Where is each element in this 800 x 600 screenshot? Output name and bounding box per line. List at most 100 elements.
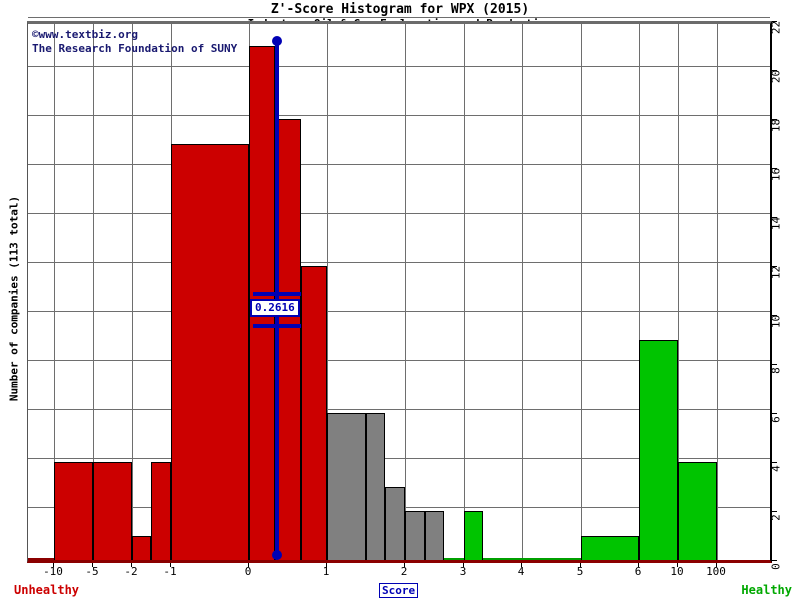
marker-bar-upper: [253, 292, 301, 296]
histogram-bar: [366, 413, 385, 560]
marker-line: [275, 41, 279, 555]
x-tick-label: -1: [163, 565, 177, 578]
gridline-vertical: [522, 24, 523, 560]
x-tick-label: -10: [43, 565, 63, 578]
histogram-bar: [171, 143, 249, 560]
y-tick-mark: [772, 462, 777, 463]
gridline-vertical: [678, 24, 679, 560]
gridline-vertical: [464, 24, 465, 560]
x-tick-label: 5: [576, 565, 584, 578]
gridline-horizontal: [28, 360, 770, 361]
histogram-bar: [425, 511, 444, 560]
histogram-bar: [132, 535, 151, 560]
x-axis-label: Score: [379, 583, 419, 598]
x-tick-label: 1: [322, 565, 330, 578]
y-tick-label: 4: [769, 465, 783, 472]
y-tick-mark: [772, 21, 777, 22]
x-tick-label: 3: [459, 565, 467, 578]
x-tick-mark: [92, 563, 93, 567]
histogram-bar: [301, 266, 327, 560]
gridline-vertical: [93, 24, 94, 560]
histogram-bar: [483, 558, 503, 560]
x-tick-mark: [53, 563, 54, 567]
chart-title: Z'-Score Histogram for WPX (2015): [270, 2, 530, 17]
y-tick-mark: [772, 70, 777, 71]
marker-dot-bottom: [272, 550, 282, 560]
gridline-horizontal: [28, 311, 770, 312]
histogram-bar: [28, 558, 54, 560]
y-tick-label: 12: [769, 265, 783, 280]
histogram-bar: [503, 558, 522, 560]
gridline-horizontal: [28, 17, 770, 18]
histogram-bar: [678, 462, 717, 560]
gridline-horizontal: [28, 409, 770, 410]
gridline-horizontal: [28, 213, 770, 214]
y-tick-mark: [772, 413, 777, 414]
gridline-horizontal: [28, 66, 770, 67]
watermark-line-1: ©www.textbiz.org: [32, 28, 138, 41]
gridline-horizontal: [28, 262, 770, 263]
gridline-vertical: [717, 24, 718, 560]
plot-area: 0.2616 ©www.textbiz.org The Research Fou…: [27, 17, 772, 563]
y-axis-label: Number of companies (113 total): [7, 195, 21, 402]
unhealthy-label: Unhealthy: [14, 583, 80, 597]
x-tick-mark: [463, 563, 464, 567]
y-tick-label: 10: [769, 314, 783, 329]
histogram-bar: [151, 462, 171, 560]
x-tick-label: 10: [670, 565, 684, 578]
marker-bar-lower: [253, 324, 301, 328]
x-tick-mark: [170, 563, 171, 567]
x-tick-label: 100: [706, 565, 726, 578]
y-tick-label: 6: [769, 416, 783, 423]
gridline-vertical: [54, 24, 55, 560]
gridline-vertical: [327, 24, 328, 560]
y-tick-label: 20: [769, 69, 783, 84]
y-tick-label: 16: [769, 167, 783, 182]
y-tick-mark: [772, 119, 777, 120]
y-tick-mark: [772, 560, 777, 561]
gridline-vertical: [405, 24, 406, 560]
x-tick-label: -5: [85, 565, 99, 578]
histogram-bar: [522, 558, 581, 560]
histogram-bar: [385, 486, 405, 560]
gridline-vertical: [639, 24, 640, 560]
y-tick-label: 14: [769, 216, 783, 231]
gridline-horizontal: [28, 458, 770, 459]
histogram-bar: [405, 511, 425, 560]
gridline-vertical: [132, 24, 133, 560]
y-tick-mark: [772, 217, 777, 218]
y-tick-mark: [772, 315, 777, 316]
x-tick-label: -2: [124, 565, 138, 578]
x-tick-mark: [248, 563, 249, 567]
y-tick-mark: [772, 168, 777, 169]
y-tick-label: 8: [769, 367, 783, 374]
x-tick-mark: [638, 563, 639, 567]
healthy-label: Healthy: [741, 583, 792, 597]
x-tick-mark: [521, 563, 522, 567]
y-tick-label: 2: [769, 514, 783, 521]
y-tick-label: 0: [769, 563, 783, 570]
x-tick-mark: [326, 563, 327, 567]
histogram-bar: [54, 462, 93, 560]
x-tick-label: 6: [634, 565, 642, 578]
watermark-line-2: The Research Foundation of SUNY: [32, 42, 238, 55]
histogram-bar: [327, 413, 366, 560]
y-tick-mark: [772, 511, 777, 512]
x-tick-mark: [404, 563, 405, 567]
y-tick-mark: [772, 266, 777, 267]
y-tick-mark: [772, 364, 777, 365]
x-tick-mark: [716, 563, 717, 567]
histogram-bars: [28, 24, 770, 560]
histogram-bar: [464, 511, 483, 560]
gridline-vertical: [581, 24, 582, 560]
x-tick-mark: [580, 563, 581, 567]
gridline-horizontal: [28, 115, 770, 116]
histogram-bar: [444, 558, 464, 560]
x-tick-label: 4: [517, 565, 525, 578]
y-tick-label: 22: [769, 20, 783, 35]
marker-dot-top: [272, 36, 282, 46]
x-tick-mark: [677, 563, 678, 567]
histogram-bar: [581, 535, 639, 560]
histogram-bar: [93, 462, 132, 560]
